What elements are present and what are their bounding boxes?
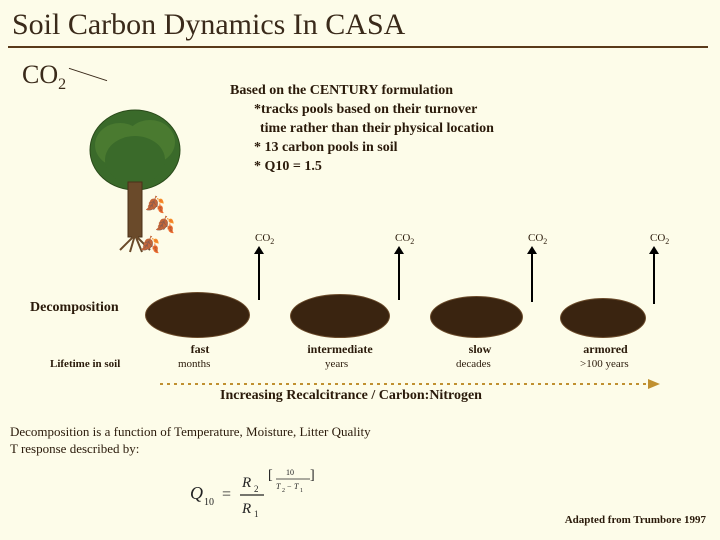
svg-text:]: ] [310,468,315,483]
svg-text:−: − [287,482,292,491]
svg-text:1: 1 [254,509,259,519]
svg-text:T: T [294,482,299,491]
footer-block: Decomposition is a function of Temperatu… [10,424,371,458]
svg-text:R: R [241,475,251,491]
svg-text:2: 2 [254,484,259,494]
page-title: Soil Carbon Dynamics In CASA [0,0,720,46]
pool-name: slow [460,342,500,357]
pool-name: fast [175,342,225,357]
svg-text:[: [ [268,468,273,483]
leaf-icon: 🍂 [155,215,175,235]
svg-text:10: 10 [286,468,294,477]
svg-text:Q: Q [190,483,203,503]
arrow-up-icon [398,252,400,300]
leaf-icon: 🍂 [145,195,165,215]
co2-small-label: CO2 [255,232,274,246]
co2-main-label: CO2 [22,60,66,94]
svg-text:=: = [222,486,231,503]
svg-text:2: 2 [282,488,285,494]
pool-intermediate [290,294,390,338]
svg-text:10: 10 [204,497,214,508]
description-block: Based on the CENTURY formulation *tracks… [230,82,494,176]
credit-text: Adapted from Trumbore 1997 [565,514,706,526]
pool-lifetime: >100 years [580,358,629,370]
title-underline [8,46,708,48]
footer-line: T response described by: [10,441,371,458]
co2-small-label: CO2 [650,232,669,246]
desc-line: time rather than their physical location [230,120,494,139]
co2-connector [69,68,107,81]
pool-name: armored [578,342,633,357]
dotted-arrow-icon [160,376,660,386]
desc-line: * Q10 = 1.5 [230,158,494,177]
co2-small-label: CO2 [528,232,547,246]
q10-formula: Q 10 = R 2 R 1 [ 10 T 2 − T 1 ] [190,465,350,520]
desc-line: Based on the CENTURY formulation [230,82,494,101]
co2-small-label: CO2 [395,232,414,246]
pool-slow [430,296,523,338]
arrow-up-icon [653,252,655,304]
pool-fast [145,292,250,338]
pool-name: intermediate [300,342,380,357]
arrow-up-icon [258,252,260,300]
svg-text:1: 1 [300,488,303,494]
pool-lifetime: decades [456,358,491,370]
pool-lifetime: months [178,358,210,370]
arrow-up-icon [531,252,533,302]
svg-text:T: T [276,482,281,491]
desc-line: *tracks pools based on their turnover [230,101,494,120]
recalcitrance-label: Increasing Recalcitrance / Carbon:Nitrog… [220,388,482,404]
pool-armored [560,298,646,338]
footer-line: Decomposition is a function of Temperatu… [10,424,371,441]
pool-lifetime: years [325,358,348,370]
svg-text:R: R [241,501,251,517]
desc-line: * 13 carbon pools in soil [230,139,494,158]
